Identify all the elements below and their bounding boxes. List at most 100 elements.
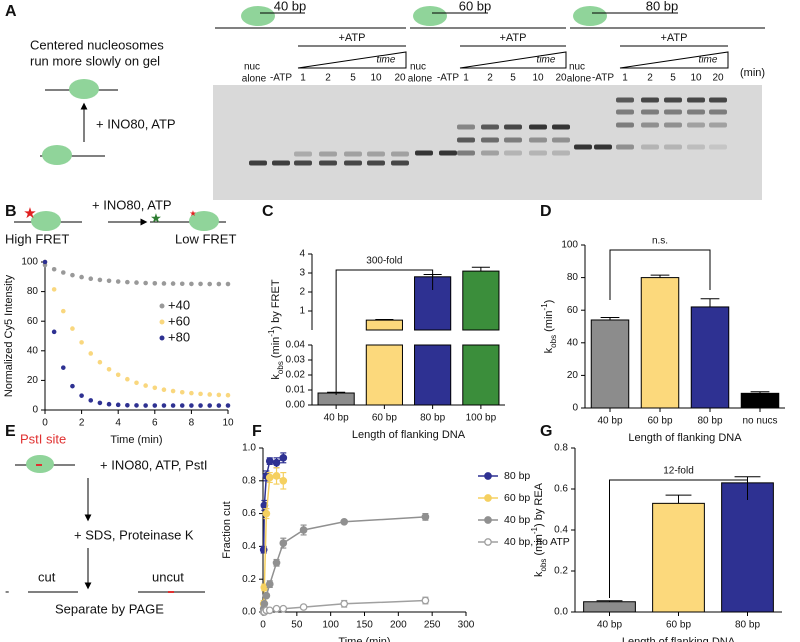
x-tick-label: 100 bp bbox=[466, 413, 497, 424]
y-tick-label: 100 bbox=[561, 240, 578, 251]
x-tick-label: 2 bbox=[79, 418, 85, 429]
gel-band bbox=[344, 160, 362, 166]
time-label: time bbox=[377, 55, 396, 66]
data-point bbox=[170, 403, 176, 408]
gel-band bbox=[616, 122, 634, 128]
data-point bbox=[198, 391, 203, 397]
gel-band bbox=[529, 124, 547, 130]
data-point bbox=[88, 398, 94, 403]
gel-band bbox=[249, 160, 267, 166]
star: ★ bbox=[189, 209, 196, 218]
x-tick-label: 250 bbox=[424, 620, 441, 631]
y-axis-label-part: -1 bbox=[530, 526, 539, 534]
data-point bbox=[70, 326, 75, 331]
y-tick-label: 40 bbox=[567, 337, 579, 348]
y-axis-label-part: obs bbox=[539, 559, 548, 572]
x-tick-label: 80 bp bbox=[735, 620, 760, 631]
gel-band bbox=[367, 151, 385, 157]
lane-label: nuc bbox=[569, 62, 585, 73]
data-point bbox=[225, 392, 231, 398]
gel-band bbox=[481, 137, 499, 143]
step: Separate by PAGE bbox=[55, 601, 164, 616]
data-point bbox=[97, 400, 103, 406]
atp-label: +ATP bbox=[499, 32, 526, 44]
gel-band bbox=[529, 137, 547, 143]
data-point bbox=[152, 385, 158, 391]
data-point bbox=[198, 403, 203, 408]
data-point bbox=[179, 281, 185, 287]
annotation: 300-fold bbox=[366, 256, 402, 267]
data-point bbox=[134, 280, 139, 285]
y-axis-label-part: (min bbox=[533, 534, 545, 558]
bar bbox=[365, 344, 403, 406]
lane-label: 1 bbox=[300, 73, 306, 84]
gel-band bbox=[529, 150, 547, 156]
nucleosome bbox=[189, 211, 219, 231]
data-point bbox=[265, 473, 274, 482]
y-axis-label-part: (min bbox=[543, 310, 555, 334]
x-tick-label: 60 bp bbox=[647, 416, 672, 427]
treatment: + INO80, ATP bbox=[96, 116, 176, 131]
gel-band bbox=[641, 122, 659, 128]
legend-label: +40 bbox=[168, 297, 190, 312]
product-label: uncut bbox=[152, 569, 184, 584]
y-tick-label: 60 bbox=[27, 316, 39, 327]
legend-marker bbox=[484, 472, 492, 480]
bracket bbox=[609, 479, 748, 598]
bracket bbox=[335, 269, 434, 395]
y-tick-label: 1 bbox=[299, 306, 305, 317]
data-point bbox=[279, 539, 288, 547]
legend-label: +80 bbox=[168, 329, 190, 344]
data-point bbox=[179, 403, 185, 408]
time-wedge bbox=[459, 51, 567, 69]
x-tick-label: 40 bp bbox=[597, 416, 622, 427]
panel-letter: F bbox=[252, 423, 262, 440]
y-tick-label: 1.0 bbox=[242, 443, 256, 454]
data-point bbox=[70, 272, 75, 278]
gel-band bbox=[504, 124, 522, 130]
y-tick-label: 0.2 bbox=[554, 566, 568, 577]
legend-marker bbox=[484, 516, 492, 524]
gel-band bbox=[709, 109, 727, 115]
gel-band bbox=[294, 160, 312, 166]
data-point bbox=[216, 403, 222, 408]
data-point bbox=[125, 279, 130, 285]
lane-label: 20 bbox=[394, 73, 406, 84]
lane-label: -ATP bbox=[270, 73, 292, 84]
data-point bbox=[265, 606, 274, 615]
unit: (min) bbox=[740, 67, 765, 79]
treatment: + INO80, ATP bbox=[92, 197, 172, 212]
gel-band bbox=[272, 160, 290, 166]
data-point bbox=[340, 599, 349, 608]
gel-band bbox=[504, 137, 522, 143]
lane-label: 10 bbox=[370, 73, 382, 84]
data-point bbox=[161, 387, 167, 393]
bracket bbox=[609, 249, 711, 300]
x-tick-label: 80 bp bbox=[697, 416, 722, 427]
gel-band bbox=[481, 124, 499, 130]
lane-label: 5 bbox=[510, 73, 516, 84]
x-tick-label: 8 bbox=[189, 418, 195, 429]
data-point bbox=[225, 281, 231, 287]
y-tick-label: 0.03 bbox=[286, 355, 306, 366]
x-tick-label: 80 bp bbox=[420, 413, 445, 424]
y-tick-label: 0.4 bbox=[242, 541, 256, 552]
gel-band bbox=[574, 144, 592, 150]
legend-label: +60 bbox=[168, 313, 190, 328]
y-axis-label-part: ) by FRET bbox=[270, 279, 282, 329]
data-point bbox=[115, 372, 121, 378]
data-point bbox=[115, 279, 121, 284]
lane-label: 20 bbox=[712, 73, 724, 84]
y-axis-label-part: ) bbox=[543, 300, 555, 304]
lane-label: 1 bbox=[622, 73, 628, 84]
time-wedge bbox=[297, 51, 407, 69]
data-point bbox=[272, 472, 281, 480]
legend-marker bbox=[484, 538, 492, 546]
y-axis-label-part: -1 bbox=[267, 329, 276, 337]
panel-letter: G bbox=[540, 423, 552, 440]
x-tick-label: 40 bp bbox=[597, 620, 622, 631]
y-tick-label: 40 bbox=[27, 345, 39, 356]
caption: Centered nucleosomes bbox=[30, 37, 164, 52]
y-tick-label: 20 bbox=[27, 375, 39, 386]
y-tick-label: 0.0 bbox=[554, 607, 568, 618]
